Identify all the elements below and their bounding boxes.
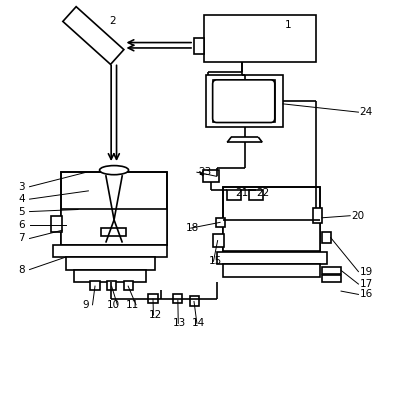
- Text: 22: 22: [256, 188, 269, 198]
- Bar: [223, 187, 320, 251]
- Text: 4: 4: [18, 194, 25, 204]
- Bar: [74, 269, 146, 282]
- Bar: [206, 75, 283, 127]
- Bar: [217, 252, 327, 264]
- Ellipse shape: [100, 166, 128, 175]
- Text: 20: 20: [352, 211, 364, 221]
- Bar: [227, 190, 241, 200]
- Text: 5: 5: [18, 207, 25, 217]
- Bar: [61, 172, 167, 245]
- Bar: [213, 80, 275, 122]
- Bar: [313, 208, 322, 223]
- Bar: [213, 234, 224, 247]
- Text: 21: 21: [236, 188, 249, 198]
- Bar: [173, 294, 182, 303]
- Polygon shape: [63, 7, 124, 65]
- Bar: [190, 297, 199, 305]
- Bar: [65, 257, 155, 269]
- Bar: [90, 281, 100, 290]
- Text: 16: 16: [360, 290, 373, 300]
- Text: 11: 11: [126, 300, 139, 310]
- Bar: [101, 228, 126, 236]
- Text: 12: 12: [148, 310, 162, 320]
- Text: 14: 14: [192, 318, 205, 328]
- Bar: [51, 216, 62, 232]
- Bar: [216, 218, 225, 227]
- Bar: [61, 172, 167, 245]
- Text: 9: 9: [82, 300, 89, 310]
- Bar: [194, 38, 204, 54]
- Bar: [322, 232, 331, 243]
- Bar: [223, 264, 320, 277]
- Text: 15: 15: [208, 256, 222, 266]
- FancyBboxPatch shape: [213, 80, 275, 122]
- Bar: [123, 281, 133, 290]
- Text: 23: 23: [198, 167, 211, 177]
- Text: 6: 6: [18, 220, 25, 230]
- Text: 2: 2: [109, 16, 116, 26]
- Bar: [61, 210, 167, 245]
- Text: 24: 24: [360, 107, 373, 117]
- Bar: [249, 190, 263, 200]
- Text: 1: 1: [285, 20, 292, 30]
- Bar: [53, 245, 167, 257]
- Bar: [223, 220, 320, 251]
- Text: 7: 7: [18, 233, 25, 243]
- Bar: [322, 267, 341, 274]
- Bar: [322, 275, 341, 282]
- Text: 8: 8: [18, 264, 25, 274]
- Bar: [223, 187, 320, 251]
- Text: 10: 10: [107, 300, 120, 310]
- Text: 19: 19: [360, 266, 373, 277]
- Text: 13: 13: [173, 318, 186, 328]
- Text: 17: 17: [360, 279, 373, 289]
- Bar: [203, 170, 219, 182]
- Bar: [204, 15, 316, 62]
- Text: 18: 18: [186, 223, 199, 233]
- Bar: [107, 281, 116, 290]
- Text: 3: 3: [18, 182, 25, 192]
- Bar: [148, 294, 158, 303]
